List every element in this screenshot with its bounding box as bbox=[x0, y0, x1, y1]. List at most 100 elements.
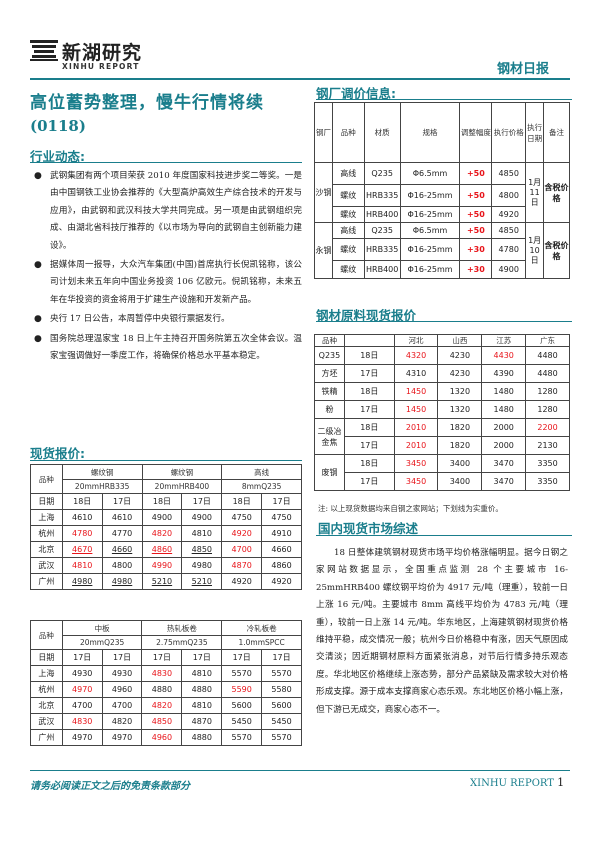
table-cell: +30 bbox=[459, 238, 493, 261]
table-cell: 5450 bbox=[261, 713, 302, 730]
table-header: 热轧板卷 bbox=[141, 620, 223, 636]
news-item: ● 武钢集团有两个项目荣获 2010 年度国家科技进步奖二等奖。一是由中国钢铁工业… bbox=[30, 168, 302, 255]
table-cell: 1320 bbox=[437, 400, 483, 419]
footer-disclaimer[interactable]: 请务必阅读正文之后的免责条款部分 bbox=[30, 781, 190, 792]
raw-divider bbox=[316, 321, 572, 322]
market-divider bbox=[316, 535, 572, 536]
table-cell: 4850 bbox=[491, 222, 527, 239]
table-cell: 17日 bbox=[141, 649, 183, 666]
table-cell: Φ6.5mm bbox=[399, 222, 461, 239]
table-cell: 17日 bbox=[181, 649, 223, 666]
market-title: 国内现货市场综述 bbox=[318, 521, 419, 536]
table-cell: +50 bbox=[459, 184, 493, 207]
table-cell: 日期 bbox=[30, 649, 63, 666]
table-cell: 4990 bbox=[141, 557, 183, 574]
table-header: 螺纹钢 bbox=[61, 464, 143, 480]
table-cell: 4660 bbox=[101, 541, 143, 558]
table-header: 规格 bbox=[399, 102, 461, 163]
logo-text: 新湖研究 bbox=[62, 42, 143, 64]
table-cell: 1450 bbox=[393, 382, 439, 401]
table-header: 备注 bbox=[543, 102, 570, 163]
table-header: 品种 bbox=[30, 464, 63, 494]
table-row: 杭州 4970 4960 4880 4880 5590 5580 bbox=[30, 681, 302, 698]
table-cell: 4860 bbox=[261, 557, 302, 574]
table-cell: 4930 bbox=[61, 665, 103, 682]
mill-title: 钢厂调价信息: bbox=[316, 86, 396, 101]
table-cell: 4970 bbox=[61, 681, 103, 698]
table-cell: 4830 bbox=[61, 713, 103, 730]
table-cell: 18日 bbox=[61, 493, 103, 510]
footer-brand-text: XINHU REPORT bbox=[470, 778, 554, 789]
table-cell: 武汉 bbox=[30, 713, 63, 730]
table-cell: 武汉 bbox=[30, 557, 63, 574]
table-cell: 1月10日 bbox=[525, 222, 545, 279]
table-cell: 4970 bbox=[101, 729, 143, 746]
table-row: 杭州 4780 4770 4820 4810 4920 4910 bbox=[30, 525, 302, 542]
table-cell: 2000 bbox=[481, 418, 527, 437]
table-cell: 3400 bbox=[437, 454, 483, 473]
table-header: 冷轧板卷 bbox=[221, 620, 302, 636]
bullet-icon: ● bbox=[34, 333, 42, 344]
table-cell: 4920 bbox=[221, 573, 263, 590]
header-divider bbox=[30, 78, 570, 80]
table-cell: 5570 bbox=[261, 729, 302, 746]
table-row: 沙钢 高线 Q235 Φ6.5mm +50 4850 1月11日 含税价格 bbox=[314, 162, 570, 223]
table-cell: Φ16-25mm bbox=[399, 260, 461, 279]
spot-divider bbox=[30, 460, 302, 461]
table-cell: HRB335 bbox=[363, 238, 401, 261]
table-cell: 4700 bbox=[101, 697, 143, 714]
table-cell: 18日 bbox=[343, 382, 395, 401]
table-cell: 17日 bbox=[261, 493, 302, 510]
table-header: 20mmHRB335 bbox=[61, 479, 143, 494]
table-cell: 3470 bbox=[481, 454, 527, 473]
table-cell: 17日 bbox=[261, 649, 302, 666]
table-header: 1.0mmSPCC bbox=[221, 635, 302, 650]
table-cell: 含税价格 bbox=[543, 162, 570, 223]
bullet-icon: ● bbox=[34, 260, 42, 271]
table-cell: 2000 bbox=[481, 436, 527, 455]
table-cell: 5570 bbox=[221, 729, 263, 746]
table-header: 钢厂 bbox=[314, 102, 333, 163]
table-cell: 4900 bbox=[491, 260, 527, 279]
news-item: ● 央行 17 日公告，本周暂停中央银行票据发行。 bbox=[30, 311, 302, 328]
table-cell: 4480 bbox=[525, 346, 570, 365]
table-cell: 18日 bbox=[343, 454, 395, 473]
table-cell: 高线 bbox=[331, 162, 365, 185]
table-header: 调整幅度 bbox=[459, 102, 493, 163]
table-cell: 4750 bbox=[261, 509, 302, 526]
table-cell: 1820 bbox=[437, 418, 483, 437]
table-cell: 5570 bbox=[221, 665, 263, 682]
table-header: 品种 bbox=[30, 620, 63, 650]
table-header: 广东 bbox=[525, 334, 570, 347]
table-row: 方坯 17日 4310 4230 4390 4480 bbox=[314, 364, 570, 383]
table-cell: 18日 bbox=[343, 418, 395, 437]
table-header: 20mmQ235 bbox=[61, 635, 143, 650]
table-cell: 4920 bbox=[221, 525, 263, 542]
table-cell: 4430 bbox=[481, 346, 527, 365]
table-cell: 4850 bbox=[141, 713, 183, 730]
table-cell: 18日 bbox=[343, 346, 395, 365]
table-cell: 4610 bbox=[61, 509, 103, 526]
table-cell: 4850 bbox=[491, 162, 527, 185]
table-cell: 3470 bbox=[481, 472, 527, 491]
industry-title: 行业动态: bbox=[30, 149, 85, 164]
table-cell: 1月11日 bbox=[525, 162, 545, 223]
table-cell: 5570 bbox=[261, 665, 302, 682]
page-number: 1 bbox=[557, 776, 565, 789]
table-cell: 沙钢 bbox=[314, 162, 333, 223]
table-cell: 1820 bbox=[437, 436, 483, 455]
table-cell: 17日 bbox=[343, 364, 395, 383]
table-row: 17日 3450 3400 3470 3350 bbox=[315, 472, 570, 491]
table-row: 螺纹 HRB335 Φ16-25mm +30 4780 bbox=[315, 238, 570, 261]
table-cell: 4700 bbox=[61, 697, 103, 714]
table-header: 高线 bbox=[221, 464, 302, 480]
table-row: 二级冶金焦 18日 2010 1820 2000 2200 bbox=[314, 418, 570, 455]
table-cell: 含税价格 bbox=[543, 222, 570, 279]
table-cell: Φ16-25mm bbox=[399, 238, 461, 261]
table-cell: 二级冶金焦 bbox=[314, 418, 345, 455]
market-paragraph: 18 日整体建筑钢材现货市场平均价格涨幅明显。据今日钢之家网站数据显示，全国重点… bbox=[316, 548, 568, 715]
table-row: 17日 2010 1820 2000 2130 bbox=[315, 436, 570, 455]
table-cell: 4230 bbox=[437, 346, 483, 365]
table-row: 武汉 4810 4800 4990 4980 4870 4860 bbox=[30, 557, 302, 574]
table-cell: 4920 bbox=[261, 573, 302, 590]
